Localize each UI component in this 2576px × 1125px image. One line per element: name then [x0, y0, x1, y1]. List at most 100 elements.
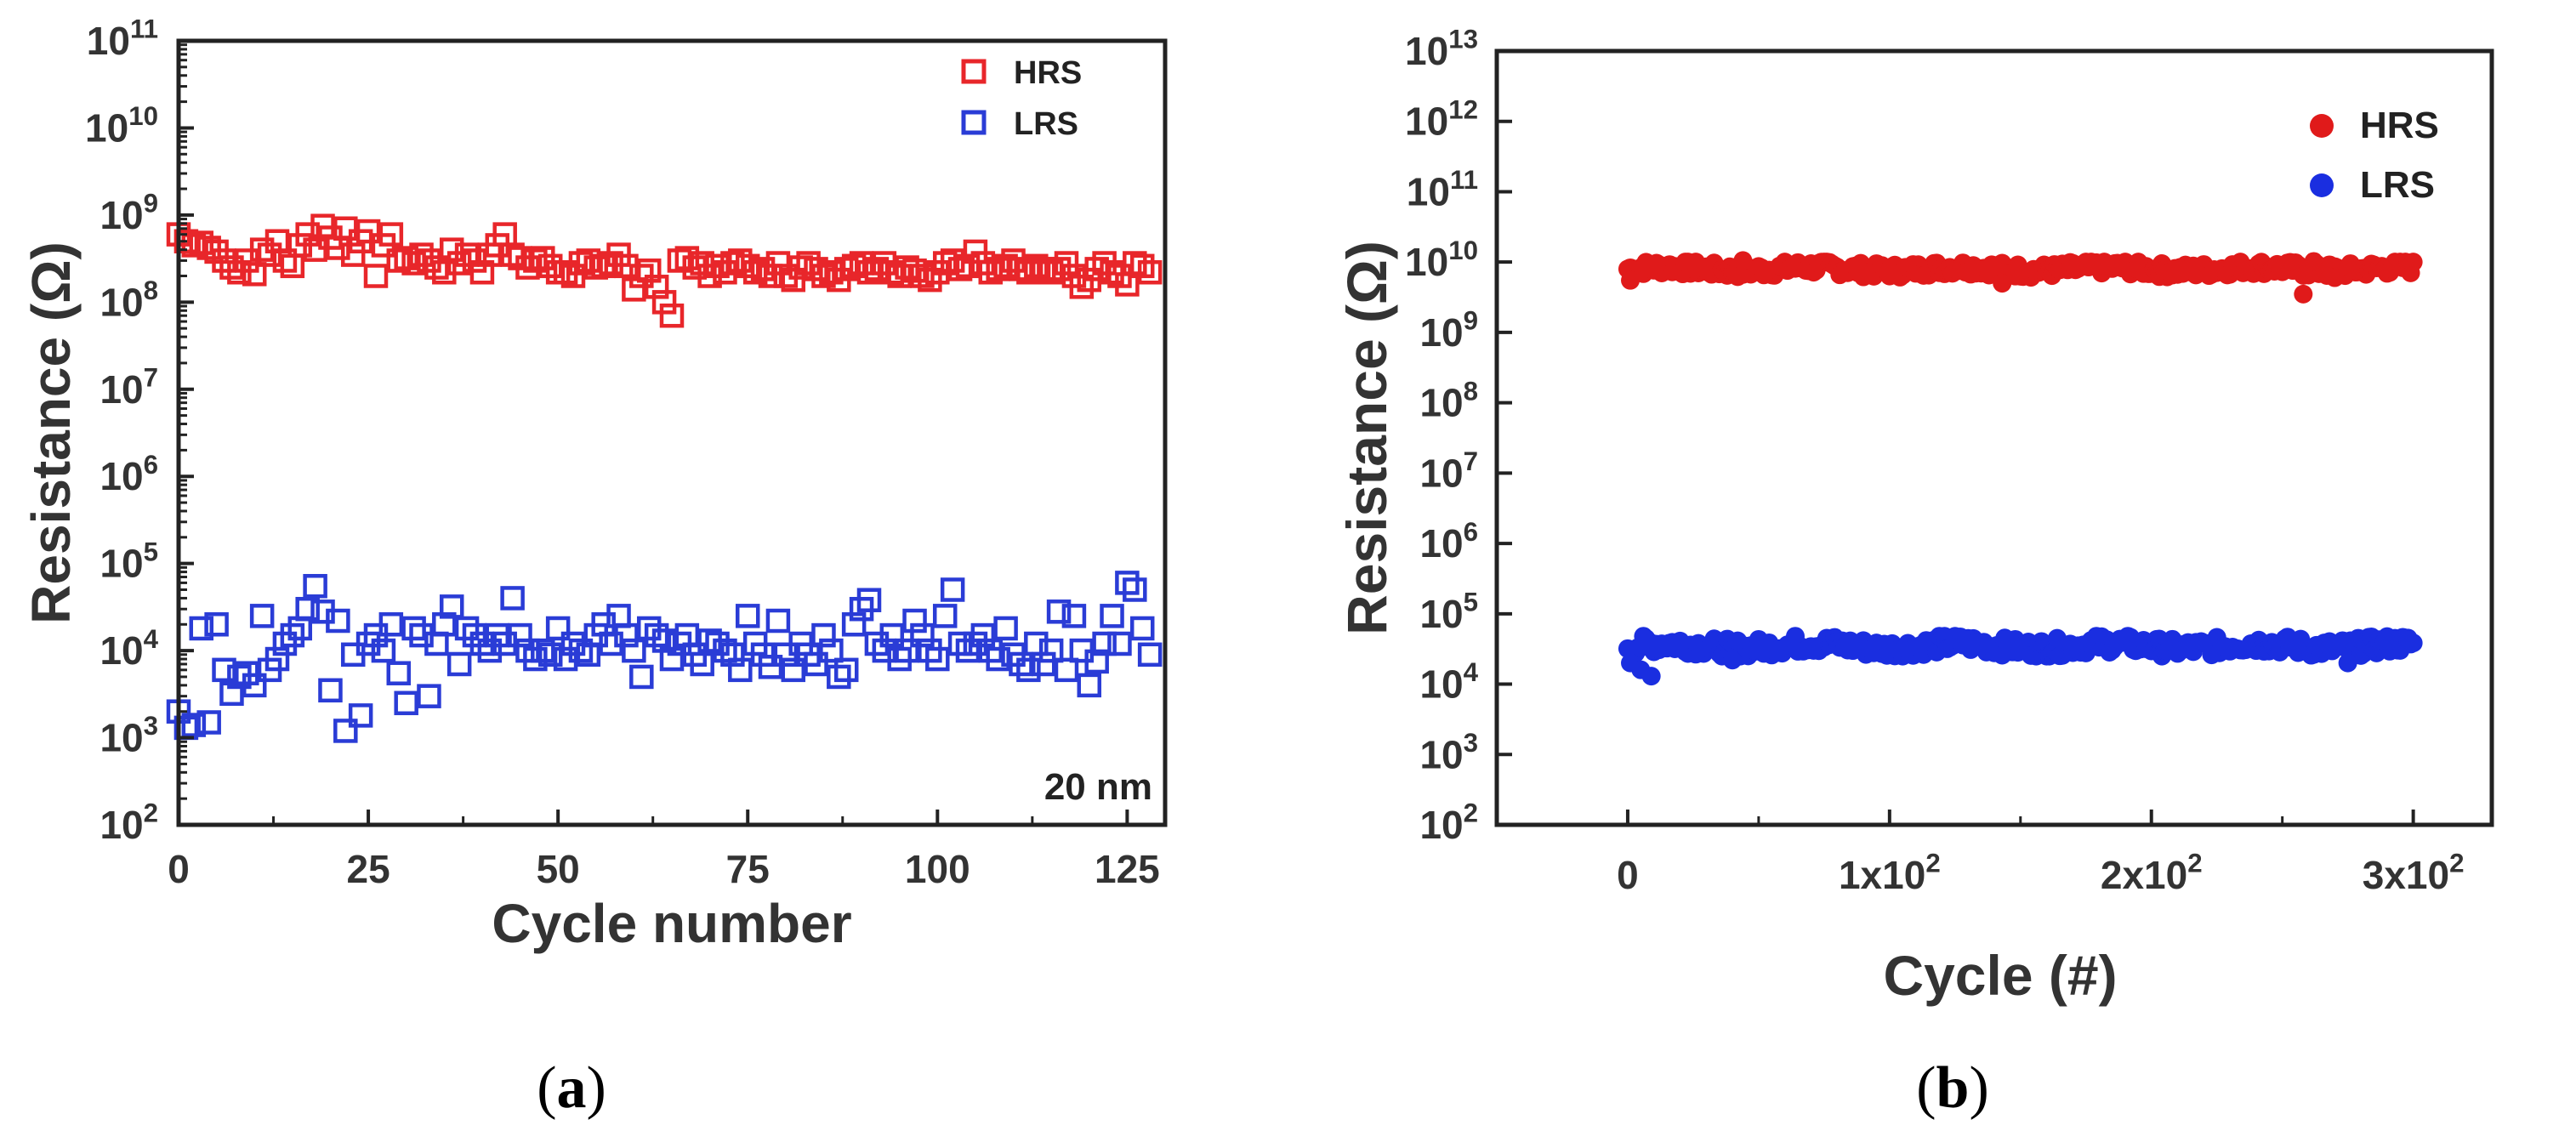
chart-a-lrs-point [720, 642, 745, 668]
chart-a-hrs-point [918, 267, 942, 293]
chart-a-lrs-point [1016, 657, 1041, 683]
chart-a-lrs-point [242, 673, 267, 698]
chart-a-lrs-point [1137, 642, 1163, 668]
chart-a-lrs-point [1092, 631, 1117, 656]
chart-a-legend-hrs-label: HRS [1014, 55, 1082, 91]
chart-b-legend-lrs-label: LRS [2360, 164, 2435, 206]
chart-a-hrs-point [690, 251, 714, 276]
chart-a-hrs-point [864, 257, 890, 281]
chart-a-hrs-point [651, 290, 677, 315]
chart-a-lrs-point [713, 638, 737, 663]
chart-a-lrs-point [1115, 571, 1140, 595]
chart-b-y-tick-label: 104 [1419, 657, 1478, 706]
chart-a-x-ticks: 0 25 50 75 100 125 [168, 810, 1160, 891]
chart-a-lrs-point [196, 710, 221, 735]
chart-a-hrs-point [1024, 253, 1049, 279]
chart-a-x-tick-label: 75 [726, 847, 770, 891]
chart-a-y-tick-label: 1011 [87, 14, 158, 63]
chart-a-xlabel: Cycle number [492, 893, 851, 954]
chart-a-hrs-point [173, 229, 199, 253]
chart-a-x-tick-label: 0 [168, 847, 190, 891]
chart-b-hrs-point [2325, 268, 2345, 287]
chart-a-hrs-point [257, 242, 282, 267]
chart-a-hrs-point [993, 253, 1018, 279]
chart-a-lrs-point [181, 713, 207, 737]
chart-b-hrs-point [1993, 274, 2012, 293]
chart-a-y-tick-label: 108 [100, 276, 158, 324]
chart-a-hrs-point [242, 262, 267, 287]
chart-a-lrs-point [508, 622, 532, 648]
chart-a-lrs-point [651, 628, 677, 653]
chart-b-x-tick-label: 0 [1617, 853, 1639, 897]
chart-a-hrs-point [644, 275, 669, 299]
chart-a-hrs-point [1046, 257, 1072, 281]
chart-b-xlabel: Cycle (#) [1883, 944, 2117, 1007]
chart-b-ylabel: Resistance (Ω) [1335, 241, 1398, 635]
chart-a-lrs-point [1009, 651, 1033, 677]
chart-a-lrs-point [811, 622, 836, 648]
chart-a-y-ticks: 102 103 104 105 106 107 108 109 1010 1011 [85, 14, 194, 847]
chart-a-legend-hrs-marker [961, 59, 987, 84]
chart-b-x-ticks: 0 1x102 2x102 3x102 [1617, 810, 2464, 897]
chart-a-lrs-point [622, 638, 646, 663]
chart-b-y-tick-label: 108 [1419, 376, 1478, 424]
chart-a-lrs-point [500, 586, 525, 611]
chart-a-hrs-point [765, 251, 791, 276]
chart-a-lrs-point [454, 616, 480, 641]
chart-a-lrs-point [333, 719, 358, 743]
chart-a-lrs-point [659, 646, 685, 672]
chart-a-lrs-point [879, 622, 905, 648]
chart-a-lrs-point [902, 608, 927, 634]
chart-a-lrs-point [371, 638, 396, 663]
chart-a-hrs-point [811, 264, 836, 288]
chart-a-hrs-point [576, 248, 601, 273]
chart-b-y-tick-label: 109 [1419, 306, 1478, 355]
chart-a-hrs-point [955, 253, 981, 279]
chart-a-hrs-point [531, 246, 555, 270]
chart-a-hrs-point [841, 253, 867, 279]
chart-a-lrs-point [204, 612, 229, 637]
chart-a-y-tick-label: 104 [100, 624, 158, 673]
chart-a-hrs-point [181, 233, 207, 258]
chart-a-lrs-point [765, 608, 791, 634]
chart-a-hrs-point [622, 277, 646, 302]
chart-b-y-tick-label: 1010 [1405, 236, 1478, 284]
chart-a-lrs-point [446, 651, 472, 677]
chart-a-lrs-point [940, 577, 965, 602]
chart-b-y-tick-label: 102 [1419, 798, 1478, 847]
chart-a-lrs-point [856, 588, 882, 612]
chart-a-x-tick-label: 50 [537, 847, 580, 891]
chart-a-hrs-point [469, 260, 495, 285]
chart-a-hrs-point [788, 255, 813, 280]
chart-b-x-tick-label: 3x102 [2363, 849, 2465, 897]
chart-a-plot-frame [176, 38, 1168, 827]
chart-b-y-tick-label: 1011 [1407, 165, 1478, 213]
chart-a-hrs-point [978, 260, 1004, 285]
chart-a: 102 103 104 105 106 107 108 109 1010 1011 0 25 50 75… [20, 14, 1168, 954]
chart-a-hrs-point [560, 264, 586, 288]
chart-a-y-tick-label: 103 [100, 711, 158, 759]
chart-a-lrs-point [986, 646, 1010, 672]
chart-a-hrs-point [1016, 260, 1041, 285]
chart-a-lrs-point [781, 657, 806, 683]
chart-a-hrs-point [705, 253, 730, 279]
chart-a-lrs-point [1084, 649, 1109, 674]
chart-a-hrs-point [1069, 275, 1095, 299]
chart-a-lrs-point [318, 678, 343, 703]
chart-a-hrs-point [1031, 257, 1056, 281]
chart-a-lrs-point [1100, 604, 1124, 628]
chart-b-y-tick-label: 105 [1419, 587, 1478, 635]
chart-a-lrs-point [833, 657, 859, 683]
chart-b-y-tick-label: 1013 [1405, 25, 1478, 73]
chart-a-lrs-point [1038, 638, 1064, 663]
chart-a-lrs-point [264, 646, 290, 672]
chart-a-lrs-point [636, 616, 662, 641]
chart-a-lrs-point [629, 664, 654, 690]
chart-b-y-tick-label: 106 [1419, 517, 1478, 565]
chart-a-hrs-point [394, 246, 418, 270]
chart-b-hrs-point [2294, 284, 2313, 304]
panel-label-a: (a) [537, 1055, 606, 1121]
chart-a-hrs-point [804, 257, 828, 281]
chart-a-lrs-point [219, 681, 244, 707]
chart-a-x-tick-label: 125 [1095, 847, 1160, 891]
